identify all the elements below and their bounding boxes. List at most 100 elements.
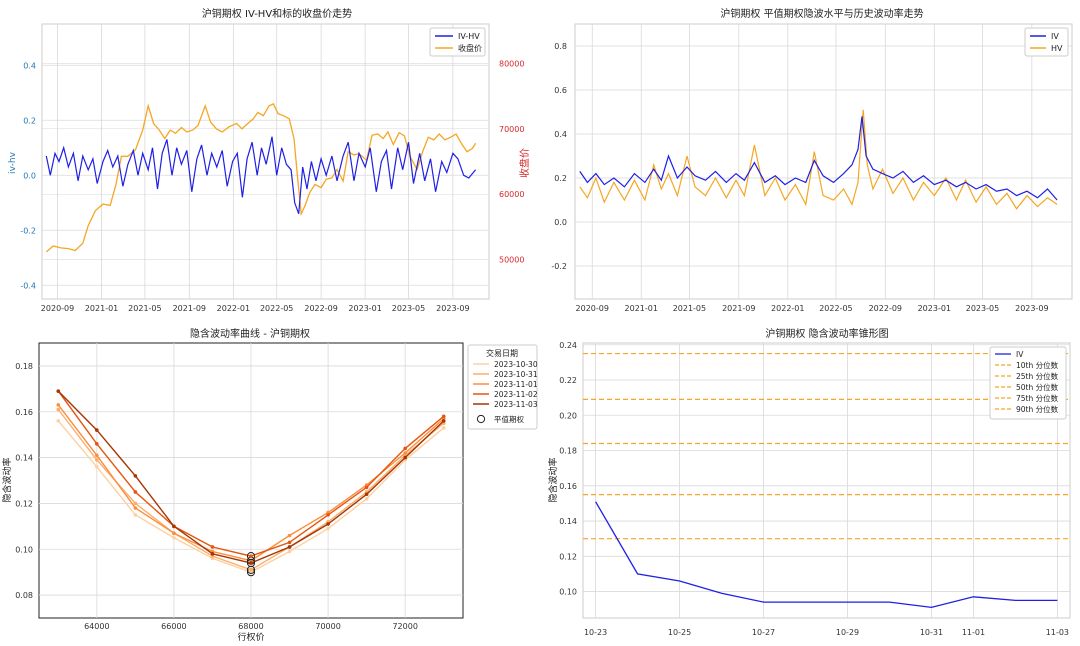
p3-point [364, 497, 369, 501]
p3-ytick-label: 0.14 [15, 454, 33, 463]
p4-legend-label: 50th 分位数 [1016, 382, 1059, 392]
p4-grid [583, 343, 1070, 618]
p1-y2tick-label: 70000 [499, 125, 524, 134]
p3-point [133, 490, 138, 494]
p2-ytick-label: 0.0 [554, 218, 567, 227]
p3-point [56, 407, 61, 412]
p3-point [172, 531, 176, 536]
p1-ticks: 2020-09 2021-01 2021-05 2021-09 2022-01 2022-… [20, 59, 524, 313]
p3-point [326, 526, 330, 531]
p4-legend-label: IV [1016, 350, 1024, 359]
p3-point [249, 554, 253, 558]
p4-legend-label: 25th 分位数 [1016, 371, 1059, 381]
p3-ylabel: 隐含波动率 [1, 457, 13, 502]
p4-legend-label: 90th 分位数 [1016, 404, 1059, 414]
p3-legend-atm-swatch [476, 414, 486, 424]
p3-point [249, 568, 253, 572]
p3-point [56, 403, 61, 407]
p1-xtick-label: 2022-09 [304, 304, 337, 313]
p1-xtick-label: 2021-05 [128, 304, 161, 313]
p4-ytick-label: 0.16 [559, 482, 577, 491]
p3-xtick-label: 70000 [315, 622, 340, 631]
p3-point [210, 545, 215, 549]
p2-ytick-label: 0.2 [554, 174, 567, 183]
p3-point [403, 451, 407, 455]
p2-xtick-label: 2023-09 [1015, 304, 1048, 313]
p2-legend-iv: IV [1051, 32, 1059, 41]
p1-xtick-label: 2021-01 [85, 304, 118, 313]
p3-xtick-label: 72000 [392, 622, 417, 631]
p1-ylabel: iv-hv [8, 151, 18, 174]
p2-series-iv [579, 116, 1058, 201]
p1-ytick-label: -0.4 [20, 281, 36, 290]
p3-legend: 交易日期 2023-10-302023-10-312023-11-012023-… [467, 344, 538, 430]
p4-xtick-label: 10-31 [920, 628, 943, 637]
p3-legend-label: 2023-11-02 [494, 390, 538, 399]
p1-xtick-label: 2023-09 [436, 304, 469, 313]
p1-legend-close: 收盘价 [458, 43, 482, 53]
p3-ticks: 64000 66000 68000 70000 72000 0.08 0.10 0.12 0.1… [15, 362, 418, 631]
p2-legend: IV HV [1024, 27, 1069, 57]
p2-ytick-label: 0.4 [554, 130, 567, 139]
p3-legend-label: 2023-11-03 [494, 400, 538, 409]
p3-point [172, 535, 176, 540]
p2-ytick-label: 0.8 [554, 42, 567, 51]
p3-legend-label: 2023-10-31 [494, 370, 538, 379]
p2-grid [575, 24, 1072, 299]
p1-ytick-label: -0.2 [20, 226, 36, 235]
p4-ytick-label: 0.14 [559, 517, 577, 526]
p1-y2label: 收盘价 [518, 148, 531, 178]
p3-point [287, 533, 292, 538]
p2-xtick-label: 2021-01 [625, 304, 658, 313]
p3-legend-title: 交易日期 [486, 348, 518, 358]
p2-xtick-label: 2022-01 [771, 304, 804, 313]
p1-legend-ivhv: IV-HV [458, 32, 480, 41]
p3-xtick-label: 68000 [238, 622, 263, 631]
p4-xtick-label: 10-27 [752, 628, 775, 637]
p3-xtick-label: 64000 [84, 622, 109, 631]
p4-legend-label: 75th 分位数 [1016, 393, 1059, 403]
p3-legend-label: 2023-11-01 [494, 380, 538, 389]
panel-iv-hv-close: 沪铜期权 IV-HV和标的收盘价走势 2020-09 2021-01 2021-05… [8, 7, 531, 313]
p4-plot-frame [582, 342, 1071, 619]
p3-point [95, 464, 99, 469]
p1-title: 沪铜期权 IV-HV和标的收盘价走势 [202, 7, 352, 20]
p4-xtick-label: 10-23 [584, 628, 607, 637]
p3-point [56, 389, 61, 393]
p3-point [287, 549, 292, 554]
p4-xtick-label: 11-03 [1046, 628, 1069, 637]
p2-xtick-label: 2022-09 [869, 304, 902, 313]
p2-ytick-label: 0.6 [554, 86, 567, 95]
p3-point [133, 513, 138, 517]
p4-series-iv [595, 501, 1058, 609]
p4-ytick-label: 0.10 [559, 588, 577, 597]
p3-point [364, 485, 369, 490]
p3-legend-items: 2023-10-302023-10-312023-11-012023-11-02… [473, 360, 538, 424]
p3-ytick-label: 0.08 [15, 591, 33, 600]
p1-y2tick-label: 50000 [499, 256, 524, 265]
p3-point [133, 501, 138, 506]
p4-title: 沪铜期权 隐含波动率锥形图 [765, 327, 888, 340]
p4-ytick-label: 0.24 [559, 341, 577, 350]
p3-point [172, 524, 176, 529]
p3-ytick-label: 0.10 [15, 545, 33, 554]
p3-series [56, 389, 446, 577]
p1-series [45, 103, 477, 253]
p3-xtick-label: 66000 [161, 622, 186, 631]
panel-iv-smile: 隐含波动率曲线 - 沪铜期权 64000 66000 68000 70000 72000… [1, 327, 538, 643]
p1-xtick-label: 2020-09 [41, 304, 74, 313]
p3-legend-atm-label: 平值期权 [494, 414, 524, 424]
p1-series-ivhv [45, 136, 477, 215]
p1-ytick-label: 0.0 [23, 171, 36, 180]
p3-ytick-label: 0.18 [15, 362, 33, 371]
p2-ytick-label: -0.2 [551, 262, 567, 271]
p2-series-hv [579, 109, 1058, 210]
p3-point [287, 540, 292, 545]
p3-point [56, 419, 61, 423]
p1-xtick-label: 2022-05 [260, 304, 293, 313]
p2-xtick-label: 2023-05 [966, 304, 999, 313]
p2-series [579, 109, 1058, 210]
p3-point [210, 552, 215, 556]
